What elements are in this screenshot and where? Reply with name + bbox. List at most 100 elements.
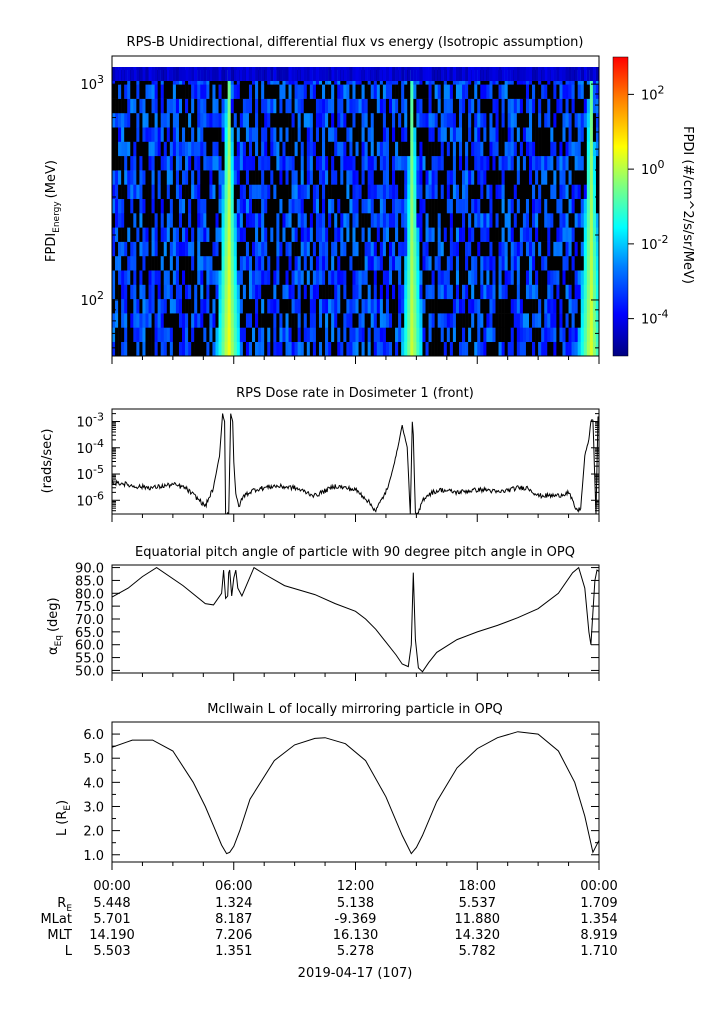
spectrogram-cell bbox=[395, 341, 399, 357]
spectrogram-cell bbox=[312, 198, 317, 214]
spectrogram-cell bbox=[245, 227, 250, 242]
spectrogram-cell bbox=[151, 284, 155, 300]
spectrogram-cell bbox=[285, 298, 289, 314]
spectrogram-cell bbox=[388, 255, 393, 271]
spectrogram-cell bbox=[577, 198, 582, 214]
spectrogram-cell bbox=[498, 112, 502, 128]
spectrogram-cell bbox=[522, 141, 527, 157]
spectrogram-cell bbox=[139, 127, 143, 142]
spectrogram-cell bbox=[550, 127, 554, 142]
spectrogram-cell bbox=[583, 155, 588, 171]
spectrogram-cell bbox=[547, 170, 551, 185]
spectrogram-cell bbox=[346, 284, 350, 300]
spectrogram-cell bbox=[495, 270, 499, 285]
spectrogram-cell bbox=[258, 84, 262, 99]
spectrogram-cell bbox=[166, 155, 171, 171]
spectrogram-cell bbox=[541, 127, 545, 142]
spectrogram-cell bbox=[449, 313, 454, 328]
spectrogram-cell bbox=[586, 270, 591, 285]
spectrogram-cell bbox=[242, 313, 247, 328]
spectrogram-cell bbox=[407, 141, 411, 157]
spectrogram-cell bbox=[264, 84, 268, 99]
spectrogram-cell bbox=[589, 298, 594, 314]
spectrogram-cell bbox=[443, 327, 448, 342]
spectrogram-cell bbox=[385, 298, 390, 314]
spectrogram-cell bbox=[112, 284, 116, 300]
spectrogram-top-row-cell bbox=[425, 67, 429, 81]
spectrogram-top-row-cell bbox=[580, 67, 585, 81]
spectrogram-cell bbox=[458, 227, 463, 242]
spectrogram-cell bbox=[203, 213, 207, 228]
spectrogram-cell bbox=[227, 341, 232, 357]
spectrogram-cell bbox=[191, 127, 195, 142]
spectrogram-cell bbox=[544, 241, 548, 257]
spectrogram-cell bbox=[437, 184, 442, 199]
spectrogram-cell bbox=[191, 84, 195, 99]
spectrogram-top-row-cell bbox=[449, 67, 454, 81]
spectrogram-cell bbox=[571, 284, 575, 300]
spectrogram-cell bbox=[462, 341, 466, 357]
spectrogram-cell bbox=[477, 112, 481, 128]
spectrogram-cell bbox=[385, 84, 390, 99]
spectrogram-cell bbox=[401, 227, 405, 242]
spectrogram-cell bbox=[334, 84, 338, 99]
spectrogram-cell bbox=[559, 298, 563, 314]
spectrogram-cell bbox=[361, 184, 365, 199]
spectrogram-cell bbox=[218, 141, 222, 157]
mcilwain-l-y-tick-label: 3.0 bbox=[83, 800, 104, 815]
dose-rate-y-tick-label: 10-4 bbox=[76, 437, 104, 457]
spectrogram-cell bbox=[462, 213, 466, 228]
spectrogram-cell bbox=[160, 241, 165, 257]
spectrogram-cell bbox=[592, 155, 597, 171]
spectrogram-cell bbox=[230, 198, 235, 214]
spectrogram-cell bbox=[568, 155, 572, 171]
spectrogram-cell bbox=[443, 213, 448, 228]
spectrogram-cell bbox=[592, 341, 597, 357]
spectrogram-cell bbox=[328, 313, 332, 328]
spectrogram-cell bbox=[118, 98, 122, 114]
spectrogram-cell bbox=[133, 241, 137, 257]
spectrogram-top-row-cell bbox=[124, 67, 128, 81]
spectrogram-cell bbox=[370, 141, 375, 157]
colorbar-label: FPDI (#/cm^2/s/sr/MeV) bbox=[680, 126, 695, 284]
spectrogram-top-row-cell bbox=[525, 67, 530, 81]
spectrogram-top-row-cell bbox=[428, 67, 432, 81]
spectrogram-cell bbox=[571, 84, 575, 99]
spectrogram-cell bbox=[112, 170, 116, 185]
spectrogram-cell bbox=[385, 198, 390, 214]
spectrogram-cell bbox=[148, 198, 152, 214]
spectrogram-cell bbox=[413, 141, 417, 157]
spectrogram-cell bbox=[148, 213, 152, 228]
spectrogram-cell bbox=[145, 241, 149, 257]
spectrogram-cell bbox=[112, 270, 116, 285]
spectrogram-cell bbox=[175, 341, 180, 357]
spectrogram-top-row-cell bbox=[191, 67, 195, 81]
spectrogram-top-row-cell bbox=[160, 67, 165, 81]
spectrogram-cell bbox=[239, 198, 244, 214]
spectrogram-cell bbox=[261, 270, 265, 285]
spectrogram-cell bbox=[115, 255, 119, 271]
spectrogram-cell bbox=[501, 127, 505, 142]
spectrogram-cell bbox=[303, 284, 308, 300]
spectrogram-cell bbox=[535, 241, 539, 257]
spectrogram-cell bbox=[434, 213, 438, 228]
spectrogram-cell bbox=[288, 170, 292, 185]
spectrogram-cell bbox=[279, 141, 283, 157]
spectrogram-cell bbox=[465, 112, 469, 128]
spectrogram-cell bbox=[589, 313, 594, 328]
spectrogram-cell bbox=[525, 170, 530, 185]
spectrogram-cell bbox=[471, 198, 475, 214]
spectrogram-cell bbox=[428, 255, 432, 271]
spectrogram-cell bbox=[568, 284, 572, 300]
spectrogram-cell bbox=[559, 341, 563, 357]
spectrogram-cell bbox=[303, 298, 308, 314]
spectrogram-cell bbox=[513, 341, 518, 357]
spectrogram-cell bbox=[401, 155, 405, 171]
spectrogram-top-row-cell bbox=[547, 67, 551, 81]
spectrogram-cell bbox=[245, 84, 250, 99]
spectrogram-cell bbox=[334, 112, 338, 128]
spectrogram-cell bbox=[407, 341, 411, 357]
spectrogram-cell bbox=[312, 255, 317, 271]
spectrogram-cell bbox=[495, 227, 499, 242]
spectrogram-cell bbox=[178, 155, 183, 171]
